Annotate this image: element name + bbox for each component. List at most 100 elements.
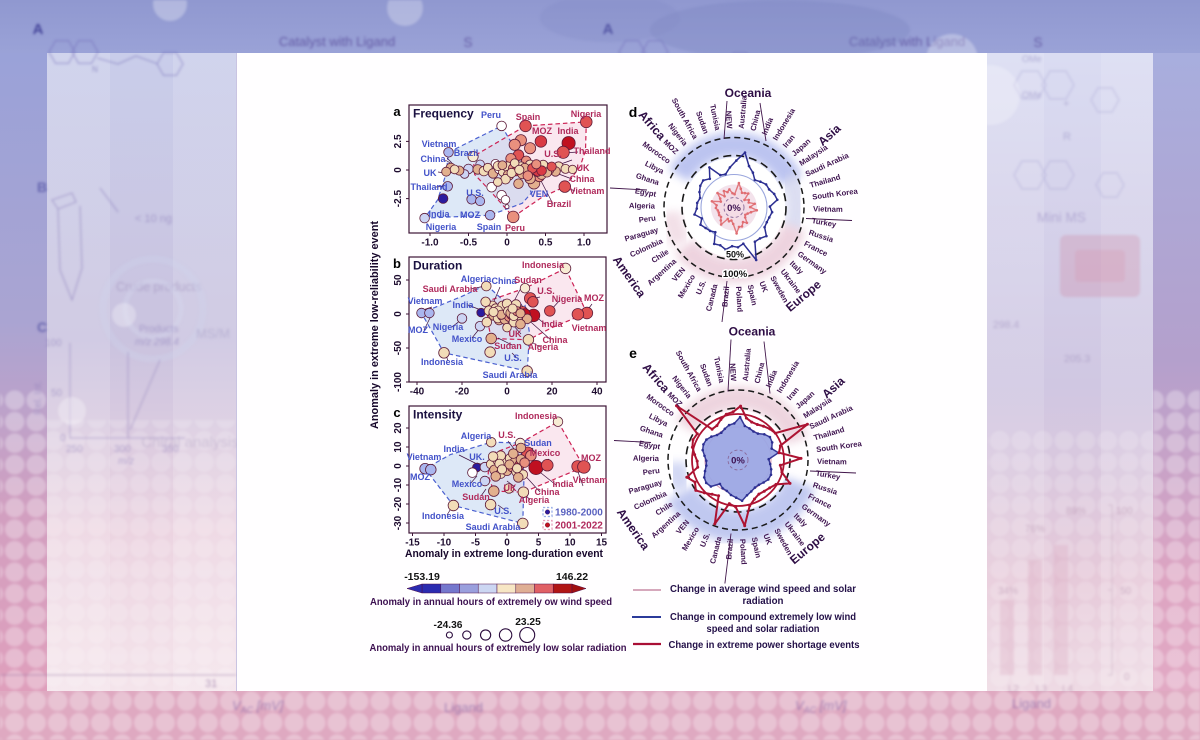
svg-text:m/z: m/z: [118, 456, 134, 467]
svg-text:Mexico: Mexico: [452, 334, 483, 344]
svg-text:U.S.: U.S.: [537, 286, 555, 296]
svg-text:UK: UK: [761, 532, 773, 546]
svg-text:Mexico: Mexico: [530, 448, 561, 458]
svg-text:-5: -5: [471, 538, 480, 549]
svg-text:Nigeria: Nigeria: [426, 222, 458, 232]
svg-text:146.22: 146.22: [556, 571, 588, 583]
svg-text:-0.5: -0.5: [460, 238, 478, 249]
svg-text:MOZ: MOZ: [410, 472, 430, 482]
svg-text:UK: UK: [424, 168, 437, 178]
svg-text:Tunisia: Tunisia: [708, 103, 722, 131]
svg-text:Products: Products: [139, 324, 178, 335]
svg-text:Catalyst with Ligand: Catalyst with Ligand: [279, 34, 395, 49]
svg-text:Vietnam: Vietnam: [817, 457, 847, 467]
svg-text:L3: L3: [1036, 684, 1048, 695]
svg-text:50%: 50%: [726, 250, 744, 260]
svg-text:0%: 0%: [731, 456, 745, 467]
svg-text:China: China: [491, 276, 517, 286]
svg-text:U.S.: U.S.: [698, 531, 712, 548]
svg-text:10: 10: [564, 538, 576, 549]
svg-text:250: 250: [66, 444, 83, 455]
svg-text:1.0: 1.0: [577, 238, 591, 249]
svg-text:d: d: [629, 104, 638, 120]
svg-text:India: India: [452, 300, 474, 310]
svg-text:Brazil: Brazil: [724, 538, 735, 560]
svg-text:Anomaly in extreme low-reliabi: Anomaly in extreme low-reliability event: [369, 221, 381, 429]
svg-text:China: China: [569, 174, 595, 184]
svg-text:China: China: [542, 335, 568, 345]
svg-text:23.25: 23.25: [515, 617, 541, 628]
svg-text:0%: 0%: [727, 203, 741, 214]
svg-text:UK: UK: [577, 163, 590, 173]
svg-text:-50: -50: [393, 340, 404, 355]
svg-text:10: 10: [393, 441, 404, 453]
svg-text:UK: UK: [504, 483, 517, 493]
svg-text:Change in extreme power shorta: Change in extreme power shortage events: [669, 640, 860, 651]
svg-text:Frequency: Frequency: [413, 107, 474, 121]
svg-text:MS/M: MS/M: [196, 326, 230, 341]
svg-text:298.4: 298.4: [993, 319, 1019, 331]
svg-text:Turkey: Turkey: [815, 469, 842, 482]
svg-text:76%: 76%: [1025, 524, 1045, 535]
svg-text:NEW: NEW: [724, 110, 734, 129]
svg-text:0: 0: [504, 387, 510, 398]
svg-text:0: 0: [393, 167, 404, 173]
svg-text:Peru: Peru: [642, 466, 660, 477]
svg-text:Catalyst with Ligand: Catalyst with Ligand: [849, 34, 965, 49]
svg-text:Algeria: Algeria: [633, 454, 660, 463]
svg-text:Oceania: Oceania: [725, 86, 772, 100]
svg-text:e: e: [629, 345, 637, 361]
svg-text:N: N: [92, 65, 98, 74]
svg-text:0: 0: [504, 238, 510, 249]
svg-text:Sudan: Sudan: [524, 438, 552, 448]
svg-text:UK.: UK.: [469, 452, 485, 462]
svg-text:Vietnam: Vietnam: [570, 186, 605, 196]
svg-text:Egypt: Egypt: [638, 439, 661, 451]
svg-text:2.5: 2.5: [393, 134, 404, 148]
svg-text:50: 50: [1120, 586, 1132, 597]
svg-text:Turkey: Turkey: [811, 216, 838, 229]
svg-text:China: China: [420, 154, 446, 164]
svg-text:100: 100: [45, 338, 62, 349]
svg-text:India: India: [552, 479, 574, 489]
svg-text:MOZ: MOZ: [581, 453, 601, 463]
svg-text:UK: UK: [757, 280, 769, 294]
svg-text:Rel. Int.: Rel. Int.: [33, 381, 44, 415]
svg-text:radiation: radiation: [743, 596, 784, 607]
svg-text:Vietnam: Vietnam: [813, 204, 843, 214]
svg-text:-20: -20: [455, 387, 470, 398]
svg-text:Crude products: Crude products: [116, 280, 201, 294]
svg-text:S: S: [463, 35, 472, 50]
svg-text:Change in average wind speed a: Change in average wind speed and solar: [670, 584, 856, 595]
svg-text:15: 15: [596, 538, 608, 549]
svg-text:Thailand: Thailand: [410, 182, 447, 192]
svg-text:-15: -15: [405, 538, 420, 549]
svg-text:Australia: Australia: [737, 95, 749, 129]
svg-text:Saudi Arabia: Saudi Arabia: [423, 284, 479, 294]
svg-text:Saudi Arabia: Saudi Arabia: [466, 522, 522, 532]
svg-text:China: China: [749, 108, 763, 132]
svg-text:Vietnam: Vietnam: [407, 452, 442, 462]
svg-text:Egypt: Egypt: [634, 186, 657, 198]
svg-text:Chiral analysis: Chiral analysis: [141, 434, 239, 451]
svg-text:0: 0: [393, 311, 404, 317]
svg-text:b: b: [393, 256, 401, 271]
svg-text:S: S: [1033, 35, 1042, 50]
svg-text:Sudan: Sudan: [514, 275, 542, 285]
svg-text:Canada: Canada: [708, 535, 724, 565]
svg-text:Sudan: Sudan: [494, 341, 522, 351]
svg-text:Brazil: Brazil: [547, 199, 572, 209]
svg-text:R: R: [1063, 131, 1071, 143]
svg-text:L2: L2: [1008, 684, 1020, 695]
svg-text:Africa: Africa: [640, 360, 673, 395]
svg-text:-10: -10: [437, 538, 452, 549]
svg-text:50: 50: [393, 274, 404, 286]
svg-text:Brazil: Brazil: [720, 286, 731, 308]
svg-text:Ligand: Ligand: [1012, 696, 1051, 711]
svg-text:-2.5: -2.5: [393, 190, 404, 208]
svg-text:Peru: Peru: [638, 213, 656, 224]
svg-text:Africa: Africa: [636, 108, 669, 143]
svg-text:Spain: Spain: [516, 112, 541, 122]
svg-text:India: India: [541, 319, 563, 329]
svg-text:Peru: Peru: [481, 110, 501, 120]
